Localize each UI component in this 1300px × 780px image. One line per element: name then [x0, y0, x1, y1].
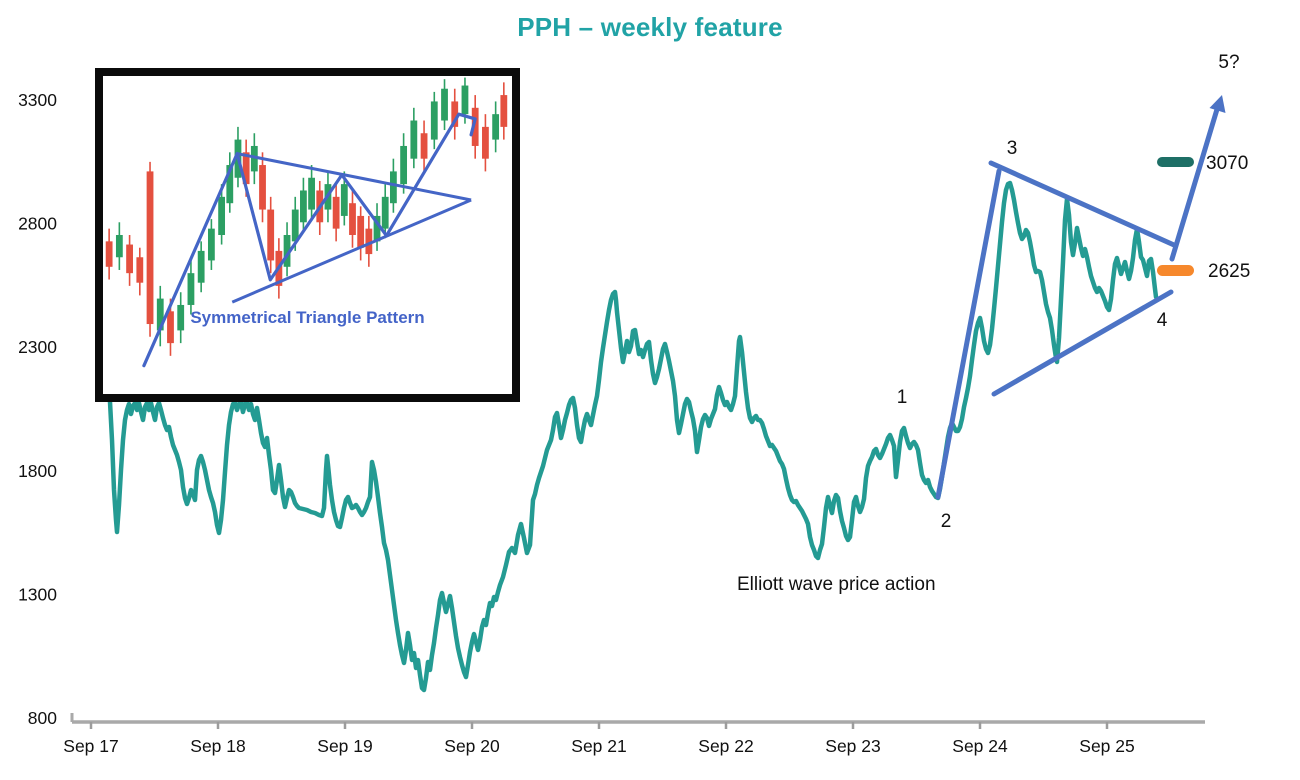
x-axis-label: Sep 21: [571, 736, 626, 756]
wave-label-4: 4: [1157, 310, 1168, 331]
candle-body: [105, 241, 113, 267]
triangle-lower-line: [991, 289, 1174, 397]
page-title: PPH – weekly feature: [517, 12, 783, 42]
triangle-lower-boundary: [231, 198, 472, 304]
candle-body: [126, 244, 133, 274]
candle-body: [340, 184, 348, 216]
x-axis-label: Sep 23: [825, 736, 880, 756]
candle-body: [267, 209, 275, 261]
wave-label-1: 1: [897, 387, 908, 408]
y-axis-label: 3300: [18, 90, 57, 110]
wave5-projection-arrow: [1169, 103, 1221, 262]
candle-body: [492, 114, 500, 140]
candle-body: [308, 177, 315, 210]
candle-body: [167, 311, 174, 344]
candle-body: [250, 145, 258, 172]
candlestick-pattern-illustration: [105, 77, 508, 368]
candle-body: [420, 133, 428, 159]
price-line: [107, 180, 1159, 693]
candle-body: [389, 171, 397, 204]
x-axis-label: Sep 18: [190, 736, 245, 756]
wave-label-5: 5?: [1218, 52, 1239, 73]
candle-body: [136, 257, 144, 283]
y-axis-label: 800: [28, 708, 57, 728]
zigzag-trend-arrow: [142, 112, 477, 368]
target-dash-3070: [1157, 157, 1194, 167]
candle-body: [430, 101, 438, 140]
target-label-3070: 3070: [1206, 153, 1248, 174]
y-axis-label: 2300: [18, 337, 57, 357]
candle-body: [471, 107, 479, 146]
candle-body: [291, 209, 299, 242]
candle-body: [365, 228, 373, 255]
x-axis-label: Sep 22: [698, 736, 753, 756]
elliott-wave-note: Elliott wave price action: [737, 574, 936, 595]
candle-body: [283, 235, 291, 267]
candle-body: [357, 215, 365, 248]
wave3-impulse-line: [935, 168, 1002, 500]
x-axis-label: Sep 20: [444, 736, 500, 756]
candle-body: [400, 145, 408, 185]
wave-label-3: 3: [1007, 138, 1018, 159]
candle-body: [349, 203, 356, 235]
candle-body: [441, 88, 448, 121]
candle-body: [461, 85, 469, 115]
y-axis-label: 1300: [18, 584, 57, 604]
candle-body: [207, 228, 215, 261]
target-label-2625: 2625: [1208, 261, 1250, 282]
candle-body: [482, 126, 489, 159]
candle-body: [410, 120, 418, 159]
candle-body: [197, 250, 205, 283]
candle-body: [500, 95, 508, 127]
triangle-upper-line: [988, 160, 1177, 248]
candle-body: [381, 196, 389, 229]
candle-body: [259, 165, 266, 210]
candle-body: [332, 196, 340, 229]
x-axis-label: Sep 19: [317, 736, 372, 756]
candle-body: [242, 152, 250, 185]
x-axis-label: Sep 25: [1079, 736, 1134, 756]
wave-label-2: 2: [941, 511, 952, 532]
candle-body: [115, 235, 123, 258]
candle-body: [177, 304, 185, 331]
candle-body: [187, 273, 195, 305]
candle-body: [156, 298, 164, 331]
candle-body: [373, 215, 381, 242]
candle-body: [451, 101, 459, 127]
x-axis-label: Sep 24: [952, 736, 1008, 756]
wave5-arrowhead-icon: [1209, 95, 1226, 113]
candle-body: [300, 190, 307, 223]
candle-body: [146, 171, 154, 325]
symmetrical-triangle-inset-image: Symmetrical Triangle Pattern: [95, 68, 520, 402]
y-axis-label: 1800: [18, 461, 57, 481]
inset-caption: Symmetrical Triangle Pattern: [190, 308, 425, 327]
x-axis-label: Sep 17: [63, 736, 118, 756]
candle-body: [226, 165, 234, 204]
target-dash-2625: [1157, 265, 1194, 276]
triangle-upper-boundary: [236, 152, 472, 202]
candle-body: [218, 196, 226, 235]
y-axis-label: 2800: [18, 214, 57, 234]
